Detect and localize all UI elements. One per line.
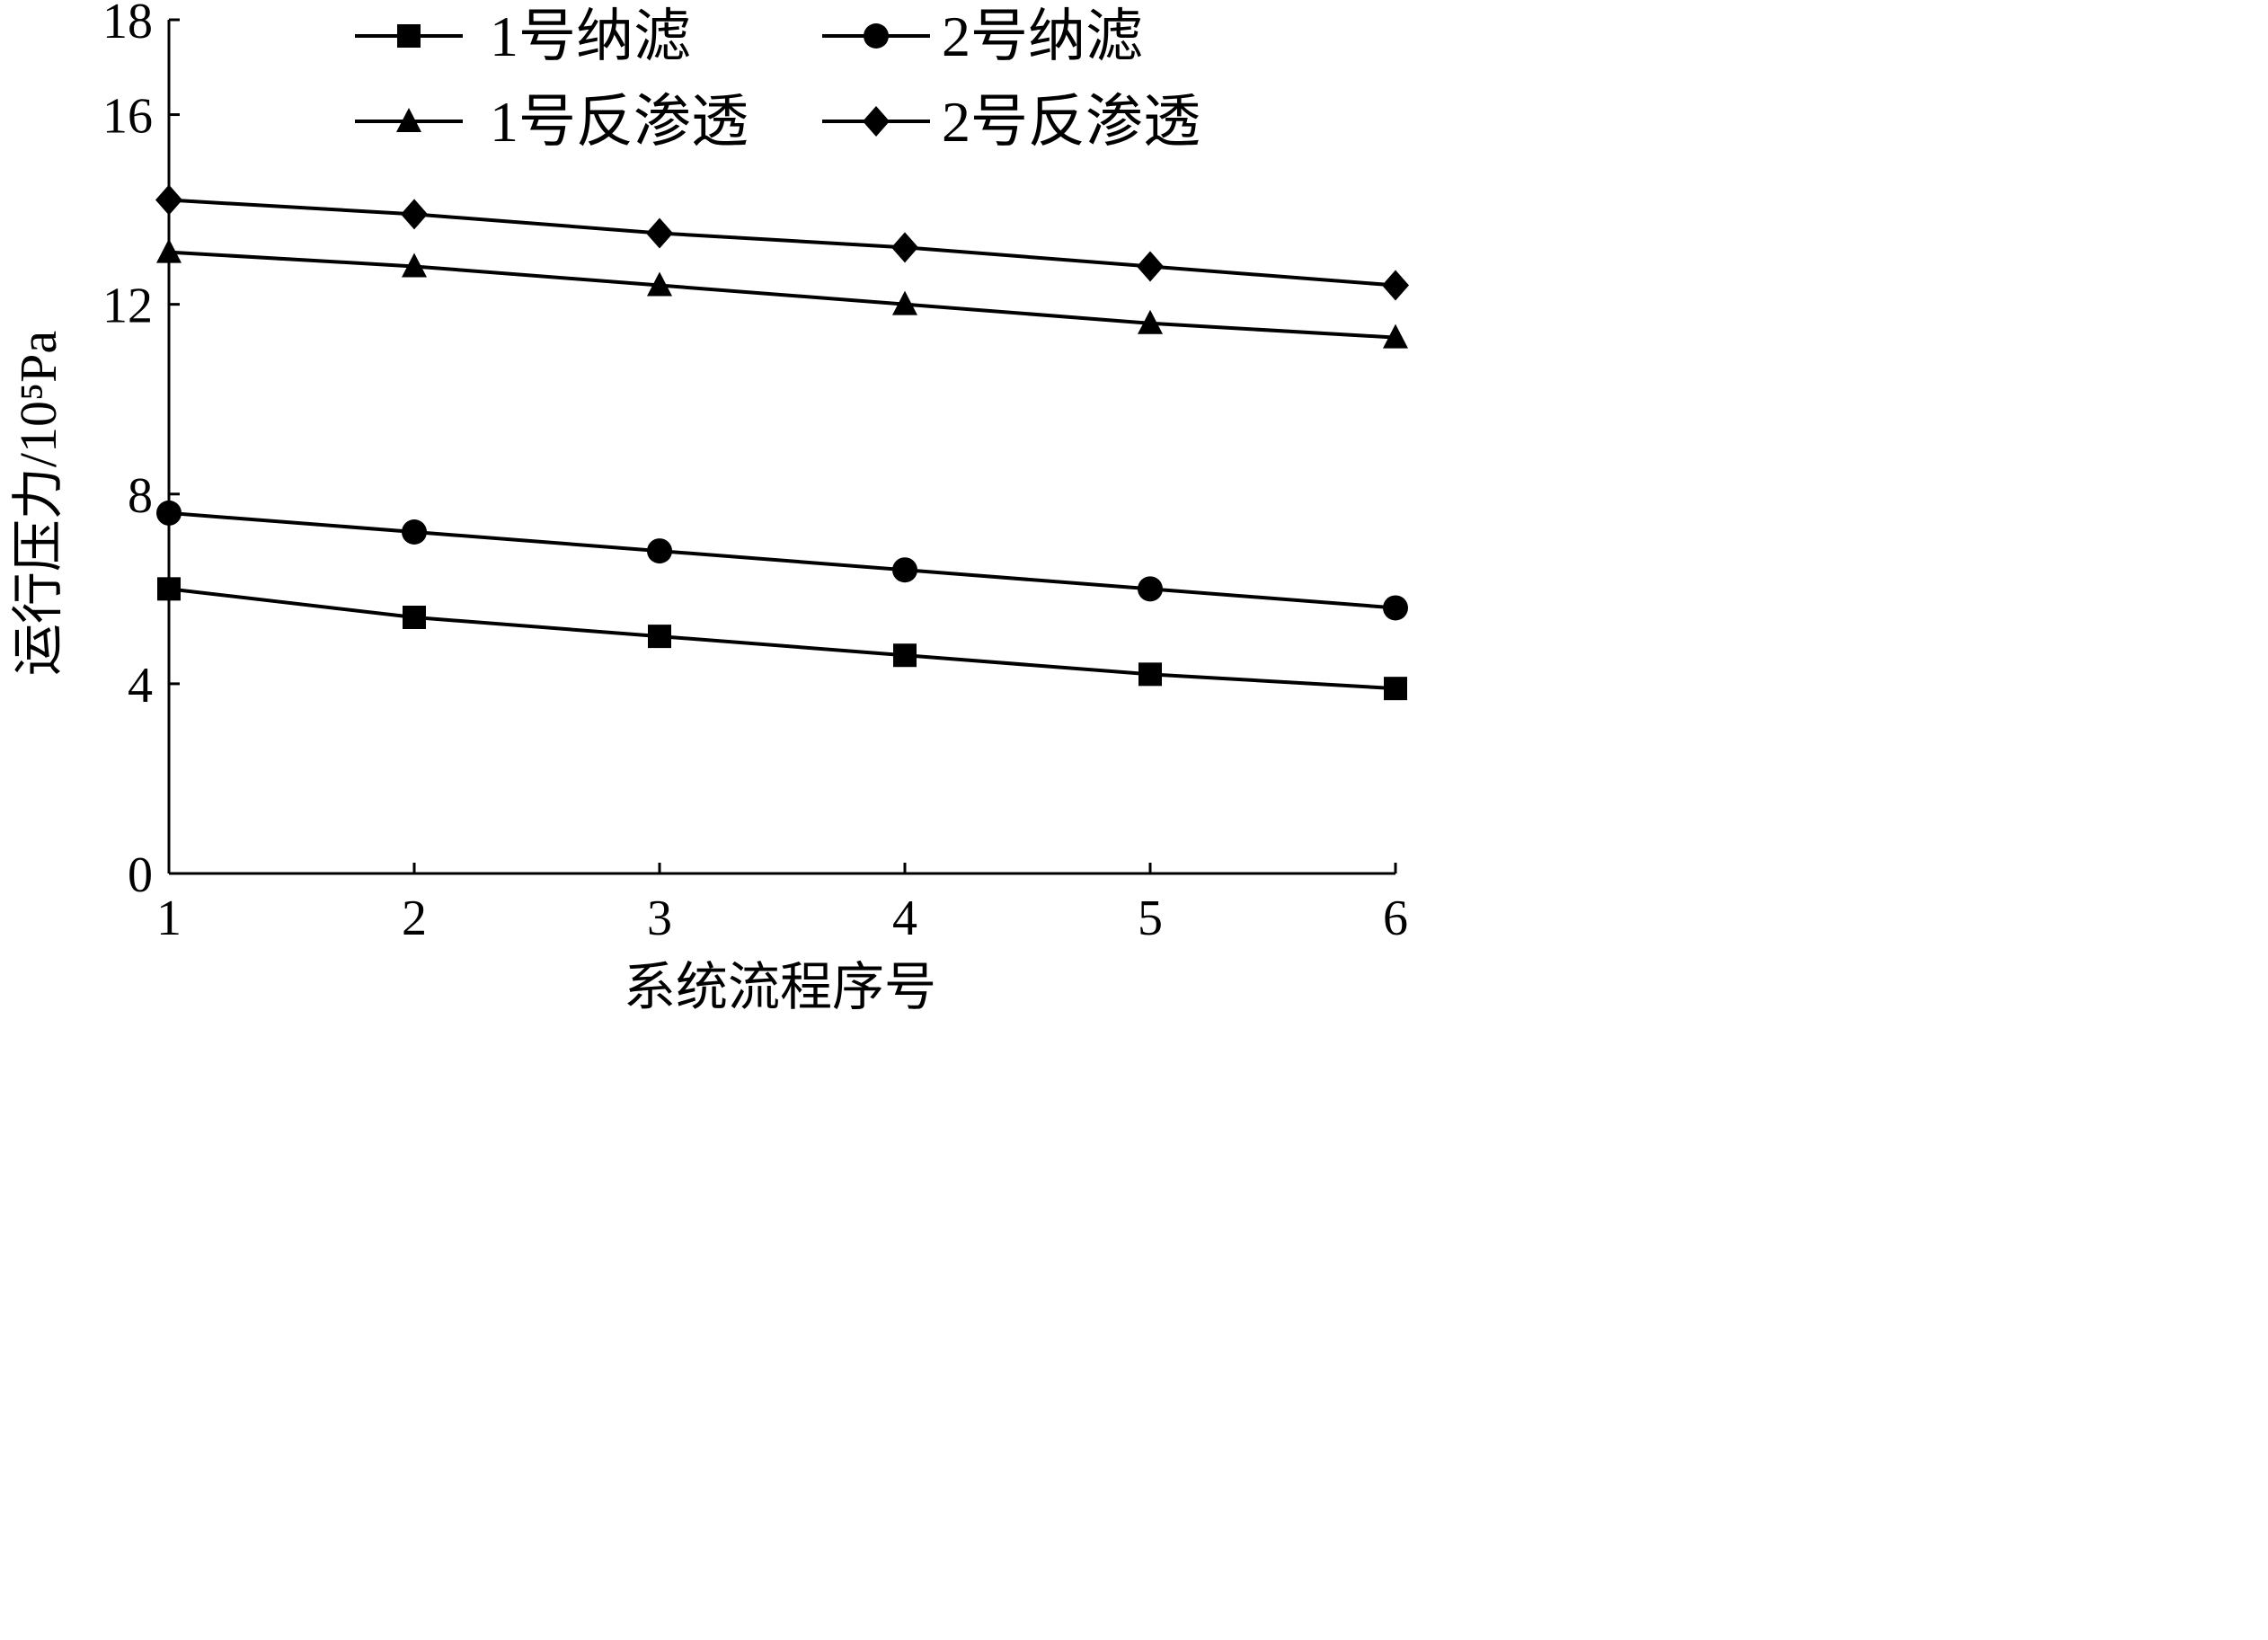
- data-point: [1138, 576, 1163, 602]
- data-point: [1138, 662, 1162, 687]
- y-tick-label: 4: [128, 658, 153, 714]
- y-tick-label: 16: [102, 89, 153, 145]
- x-tick-label: 4: [892, 891, 917, 946]
- series-4: [155, 184, 1409, 301]
- legend-item: 2号反渗透: [822, 90, 1200, 154]
- series-line: [168, 198, 1396, 288]
- series-line: [168, 587, 1396, 691]
- series-2: [156, 500, 1408, 621]
- data-point: [156, 500, 182, 526]
- legend-label: 1号反渗透: [490, 90, 749, 154]
- x-tick-label: 6: [1383, 891, 1408, 946]
- data-point: [892, 557, 917, 583]
- series-line: [168, 250, 1396, 340]
- y-axis-title: 运行压力/10⁵Pa: [9, 331, 67, 676]
- series-1: [157, 577, 1407, 701]
- legend-marker: [396, 108, 421, 132]
- data-point: [1383, 324, 1408, 349]
- legend-label: 2号反渗透: [942, 90, 1200, 154]
- data-point: [1138, 309, 1163, 334]
- data-point: [891, 232, 918, 263]
- data-point: [1382, 270, 1409, 301]
- x-tick-label: 5: [1138, 891, 1163, 946]
- legend-marker: [864, 23, 889, 49]
- data-point: [647, 271, 672, 297]
- data-point: [403, 606, 426, 629]
- legend-marker: [863, 106, 890, 137]
- data-point: [1137, 251, 1164, 282]
- series-layer: [155, 184, 1409, 701]
- legend-item: 2号纳滤: [822, 4, 1143, 68]
- data-point: [893, 643, 917, 668]
- legend: 1号纳滤 2号纳滤 1号反渗透 2号反渗透: [355, 4, 1200, 154]
- data-point: [157, 577, 181, 601]
- x-tick-label: 3: [647, 891, 672, 946]
- y-tick-label: 12: [102, 279, 153, 334]
- legend-marker: [397, 24, 421, 48]
- legend-label: 1号纳滤: [490, 4, 691, 68]
- data-point: [401, 199, 428, 230]
- data-point: [1384, 677, 1407, 701]
- data-point: [156, 238, 182, 263]
- data-point: [646, 217, 673, 249]
- series-3: [156, 238, 1408, 349]
- legend-label: 2号纳滤: [942, 4, 1143, 68]
- legend-item: 1号反渗透: [355, 90, 749, 154]
- y-tick-label: 18: [102, 0, 153, 49]
- y-tick-label: 8: [128, 468, 153, 524]
- legend-item: 1号纳滤: [355, 4, 691, 68]
- data-point: [155, 184, 182, 216]
- x-tick-label: 1: [156, 891, 182, 946]
- data-point: [648, 625, 671, 649]
- data-point: [402, 519, 427, 545]
- data-point: [1383, 595, 1408, 621]
- data-point: [892, 290, 917, 315]
- data-point: [647, 538, 672, 564]
- axes: [167, 20, 1395, 875]
- x-tick-label: 2: [402, 891, 427, 946]
- y-tick-label: 0: [128, 847, 153, 903]
- series-line: [168, 510, 1396, 610]
- data-point: [402, 253, 427, 278]
- x-axis-title: 系统流程序号: [624, 958, 936, 1016]
